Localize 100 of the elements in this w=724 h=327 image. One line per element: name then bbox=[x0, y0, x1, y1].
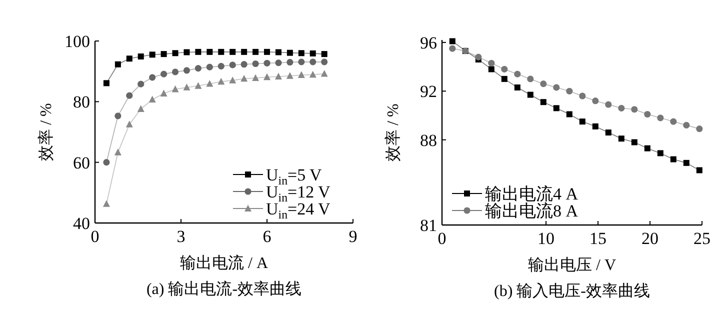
point bbox=[206, 48, 213, 55]
point bbox=[488, 66, 494, 72]
point bbox=[631, 106, 638, 113]
point bbox=[241, 48, 248, 55]
point bbox=[114, 148, 122, 156]
y-axis-title: 效率 / % bbox=[37, 103, 55, 161]
point bbox=[449, 38, 456, 44]
point bbox=[321, 58, 328, 66]
text: (a) 输出电流-效率曲线 bbox=[146, 280, 302, 298]
point bbox=[527, 76, 534, 82]
point bbox=[275, 49, 282, 56]
x-axis-title: 输出电压 / V bbox=[528, 256, 616, 274]
point bbox=[553, 105, 560, 112]
point bbox=[172, 68, 179, 76]
point bbox=[320, 70, 328, 77]
y-tick-label: 92 bbox=[420, 82, 437, 102]
point bbox=[592, 98, 599, 104]
x-tick-label: 10 bbox=[538, 229, 554, 248]
point bbox=[592, 123, 598, 130]
point bbox=[670, 118, 677, 125]
point bbox=[527, 92, 534, 98]
point bbox=[310, 58, 316, 66]
point bbox=[579, 92, 586, 100]
y-tick-label: 100 bbox=[64, 32, 90, 51]
point bbox=[183, 67, 190, 74]
point bbox=[644, 145, 650, 152]
point bbox=[309, 70, 316, 78]
point bbox=[657, 150, 664, 156]
x-tick-label: 20 bbox=[642, 229, 658, 248]
point bbox=[252, 74, 260, 82]
point bbox=[264, 60, 270, 66]
point bbox=[172, 85, 179, 92]
x-tick-label: 0 bbox=[90, 227, 100, 246]
y-tick-label: 88 bbox=[420, 130, 437, 150]
y-tick-label: 80 bbox=[73, 92, 90, 112]
point bbox=[644, 110, 651, 118]
point bbox=[160, 51, 167, 58]
point bbox=[240, 61, 248, 68]
point bbox=[540, 99, 546, 106]
point bbox=[183, 84, 190, 90]
point bbox=[310, 50, 316, 56]
point bbox=[218, 48, 224, 55]
y-tick-label: 96 bbox=[420, 33, 437, 52]
point bbox=[229, 76, 236, 84]
point bbox=[298, 50, 304, 56]
point bbox=[103, 159, 110, 166]
point bbox=[229, 62, 236, 68]
x-tick-label: 6 bbox=[262, 227, 272, 246]
legend-label: 输出电流4 A bbox=[485, 184, 579, 204]
point bbox=[540, 80, 547, 88]
point bbox=[160, 90, 168, 96]
point bbox=[240, 74, 248, 82]
point bbox=[102, 200, 110, 207]
point bbox=[631, 139, 638, 146]
point bbox=[566, 88, 573, 94]
point bbox=[670, 156, 676, 162]
point bbox=[683, 122, 690, 128]
point bbox=[475, 54, 482, 60]
x-tick-label: 9 bbox=[348, 227, 358, 246]
point bbox=[683, 160, 690, 166]
point bbox=[553, 84, 560, 91]
point bbox=[103, 80, 110, 86]
point bbox=[618, 104, 625, 112]
point bbox=[696, 167, 702, 174]
point bbox=[149, 52, 156, 58]
point bbox=[137, 105, 144, 112]
point bbox=[252, 48, 259, 55]
y-tick-label: 81 bbox=[420, 216, 437, 235]
point bbox=[206, 64, 213, 70]
y-tick-label: 60 bbox=[73, 153, 90, 172]
point bbox=[138, 53, 144, 60]
point bbox=[126, 92, 133, 99]
point bbox=[618, 136, 624, 142]
point bbox=[501, 66, 508, 73]
point bbox=[321, 51, 328, 58]
point bbox=[514, 70, 521, 78]
x-tick-label: 3 bbox=[176, 227, 186, 246]
point bbox=[514, 84, 520, 90]
point bbox=[114, 112, 122, 120]
y-tick-label: 40 bbox=[73, 214, 90, 233]
point bbox=[230, 48, 236, 55]
x-tick-label: 15 bbox=[590, 229, 606, 248]
point bbox=[264, 73, 270, 80]
point bbox=[264, 48, 270, 55]
point bbox=[298, 71, 305, 78]
point bbox=[218, 78, 225, 85]
point bbox=[275, 60, 282, 66]
point bbox=[286, 50, 293, 56]
text: (b) 输入电压-效率曲线 bbox=[494, 282, 650, 300]
x-tick-label: 0 bbox=[438, 229, 446, 248]
point bbox=[206, 80, 214, 87]
point bbox=[126, 56, 132, 62]
x-axis-title: 输出电流 / A bbox=[180, 254, 268, 272]
point bbox=[194, 65, 202, 72]
point bbox=[696, 126, 703, 132]
point bbox=[195, 48, 202, 55]
point bbox=[449, 45, 456, 52]
legend-label: U$_{in}$=5 V bbox=[266, 166, 323, 188]
point bbox=[566, 111, 572, 118]
point bbox=[579, 118, 586, 125]
